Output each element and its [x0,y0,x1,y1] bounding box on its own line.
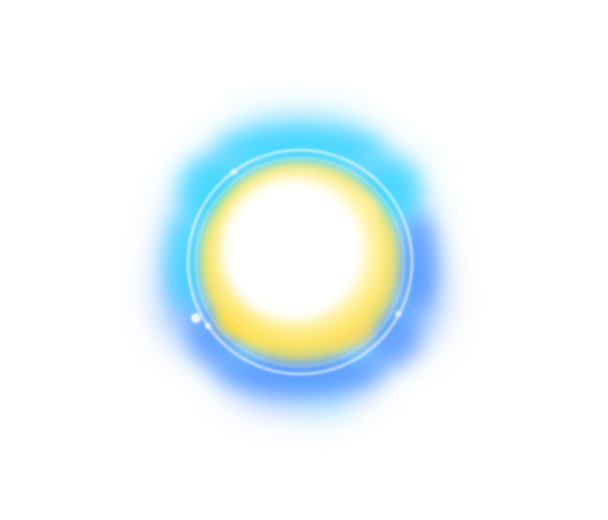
halo-ring [187,149,413,375]
orb-core [206,166,390,350]
sparkles [191,169,401,329]
